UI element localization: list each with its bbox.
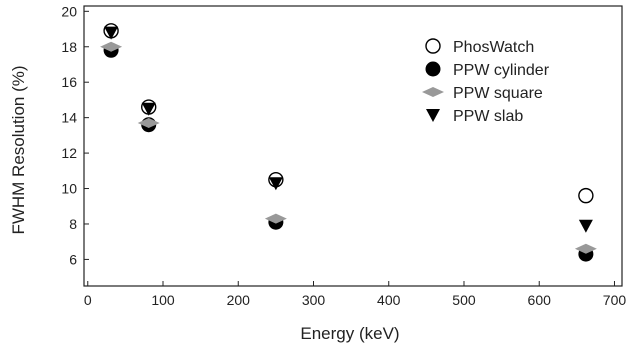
legend-label-phoswatch: PhosWatch [453,39,534,56]
x-tick-label: 200 [227,292,251,308]
legend-label-ppw-slab: PPW slab [453,108,523,125]
data-point-ppw-square [100,41,123,52]
legend-marker-ppw-square [422,87,444,97]
y-tick-label: 8 [69,216,77,232]
data-point-phoswatch [578,187,594,204]
y-axis-title: FWHM Resolution (%) [9,65,28,234]
y-tick-label: 14 [61,110,77,126]
y-tick-label: 10 [61,181,77,197]
data-point-ppw-square [137,117,160,128]
legend-label-ppw-cylinder: PPW cylinder [453,62,550,79]
data-point-ppw-slab [141,102,156,116]
x-axis-title: Energy (keV) [300,324,399,343]
plot-frame [83,5,623,287]
legend-marker-ppw-slab [426,109,440,122]
y-tick-label: 16 [61,74,77,90]
x-tick-label: 300 [302,292,326,308]
x-tick-label: 100 [151,292,175,308]
legend-label-ppw-square: PPW square [453,85,543,102]
y-tick-label: 18 [61,39,77,55]
x-tick-label: 500 [452,292,476,308]
legend-marker-ppw-cylinder [425,61,441,77]
data-point-ppw-slab [578,219,593,233]
legend-marker-phoswatch [425,38,441,54]
x-tick-label: 600 [528,292,552,308]
data-point-ppw-square [574,243,597,254]
data-point-ppw-slab [104,26,119,40]
data-point-ppw-slab [268,177,283,191]
y-tick-label: 12 [61,145,77,161]
y-tick-label: 20 [61,3,77,19]
x-tick-label: 700 [603,292,627,308]
y-tick-label: 6 [69,251,77,267]
x-tick-label: 400 [377,292,401,308]
x-tick-label: 0 [84,292,92,308]
data-point-ppw-square [264,213,287,224]
